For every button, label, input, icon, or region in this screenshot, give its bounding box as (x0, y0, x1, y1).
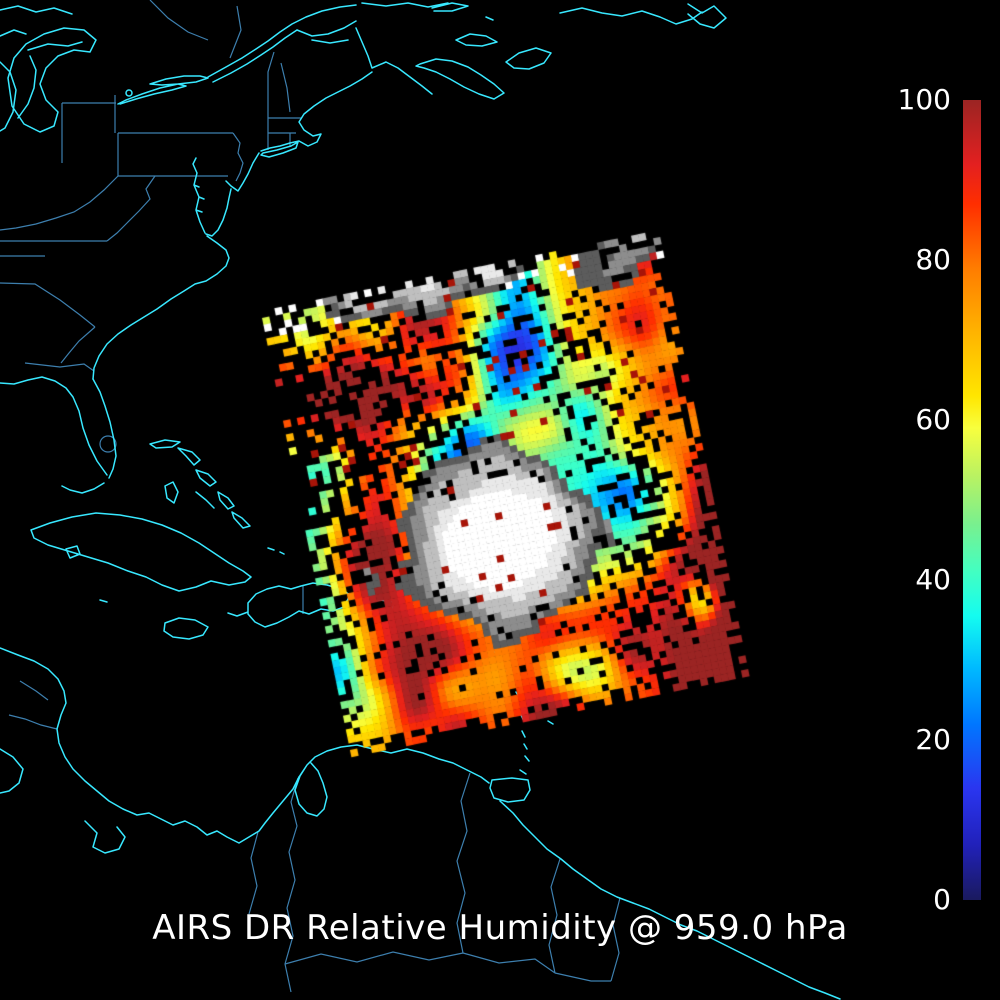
colorbar-gradient (963, 100, 981, 900)
colorbar-tick-20: 20 (915, 723, 951, 756)
colorbar-tick-0: 0 (933, 883, 951, 916)
colorbar: 100 80 60 40 20 0 (898, 85, 991, 915)
colorbar-tick-100: 100 (897, 83, 951, 116)
colorbar-tick-80: 80 (915, 243, 951, 276)
colorbar-tick-60: 60 (915, 403, 951, 436)
plot-title: AIRS DR Relative Humidity @ 959.0 hPa (152, 908, 848, 948)
colorbar-tick-40: 40 (915, 563, 951, 596)
